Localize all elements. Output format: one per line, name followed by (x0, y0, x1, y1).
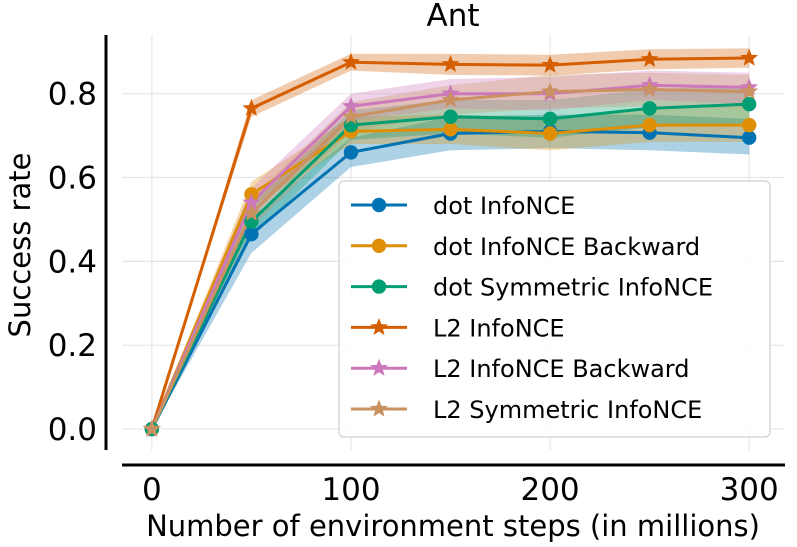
data-point (542, 126, 558, 141)
legend-marker (370, 317, 388, 336)
data-point (740, 48, 759, 66)
data-point (741, 117, 757, 133)
legend: dot InfoNCE dot InfoNCE Backward dot Symme… (338, 180, 771, 438)
y-tick-label: 0.8 (48, 77, 97, 113)
legend-entry: L2 InfoNCE (351, 314, 565, 342)
legend-label: L2 InfoNCE (433, 314, 565, 342)
data-point (740, 82, 759, 100)
data-point (642, 117, 657, 133)
data-point (244, 226, 259, 242)
legend-entry: dot InfoNCE (351, 192, 575, 220)
legend-entry: L2 Symmetric InfoNCE (351, 396, 702, 424)
confidence-band (151, 70, 750, 430)
data-point (541, 55, 560, 73)
data-point (142, 419, 161, 437)
confidence-band (151, 85, 750, 430)
y-tick-label: 0.4 (48, 244, 97, 280)
data-point (741, 130, 757, 145)
legend-label: dot InfoNCE (433, 192, 575, 220)
legend-marker (371, 238, 387, 253)
confidence-band (151, 106, 750, 430)
data-point (741, 96, 757, 112)
legend-label: L2 Symmetric InfoNCE (433, 396, 702, 424)
data-point (541, 82, 560, 100)
legend-marker (371, 197, 387, 213)
data-point (242, 98, 261, 116)
data-point (640, 80, 659, 98)
chart-title: Ant (426, 0, 479, 34)
data-point (341, 96, 360, 114)
legend-label: L2 InfoNCE Backward (433, 355, 689, 383)
series-markers (142, 48, 759, 437)
y-tick-label: 0.0 (48, 412, 97, 448)
legend-entry: L2 InfoNCE Backward (351, 355, 689, 383)
x-tick-label: 0 (142, 472, 162, 508)
data-point (341, 107, 360, 125)
data-point (640, 49, 659, 67)
data-point (242, 193, 261, 211)
data-point (443, 109, 458, 124)
data-point (341, 52, 360, 70)
legend-entry: dot Symmetric InfoNCE (351, 274, 713, 302)
legend-marker (370, 399, 388, 417)
y-tick-label: 0.2 (48, 328, 97, 364)
legend-label: dot InfoNCE Backward (433, 233, 700, 261)
legend-marker (370, 358, 388, 376)
axes: 0 100 200 300 0.0 0.2 0.4 0.6 0.8 (48, 35, 785, 508)
x-axis-label: Number of environment steps (in millions… (146, 509, 760, 543)
x-tick-label: 200 (520, 472, 579, 508)
legend-marker (371, 279, 387, 294)
legend-label: dot Symmetric InfoNCE (433, 274, 713, 302)
data-point (441, 54, 460, 72)
data-point (242, 203, 261, 221)
data-point (642, 101, 657, 116)
y-tick-label: 0.6 (48, 161, 97, 197)
data-point (441, 90, 460, 108)
x-tick-label: 300 (720, 472, 779, 508)
legend-entry: dot InfoNCE Backward (351, 233, 700, 261)
data-point (542, 111, 558, 127)
data-point (343, 145, 359, 160)
legend-box (338, 180, 771, 438)
y-axis-label: Success rate (3, 153, 37, 338)
x-tick-label: 100 (321, 472, 380, 508)
data-point (443, 122, 458, 137)
